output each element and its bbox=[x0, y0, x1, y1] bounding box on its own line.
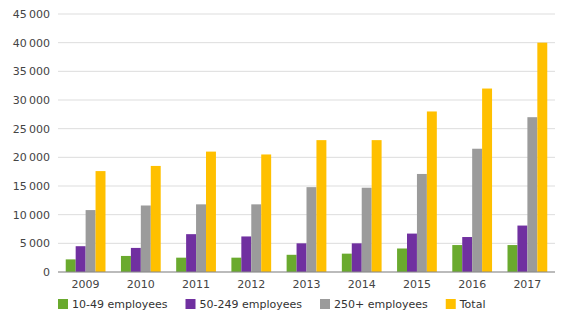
legend-label: 50-249 employees bbox=[200, 298, 303, 311]
grid-line bbox=[58, 272, 555, 273]
bar bbox=[186, 234, 196, 272]
legend-item: 50-249 employees bbox=[186, 298, 303, 311]
bar bbox=[66, 259, 76, 272]
grid bbox=[58, 14, 555, 272]
bar bbox=[196, 204, 206, 272]
bar bbox=[352, 243, 362, 272]
y-tick-label: 45 000 bbox=[13, 8, 50, 21]
chart-container: 0 5 000 10 000 15 000 20 000 25 000 30 000 35 0… bbox=[0, 0, 567, 330]
legend-swatch bbox=[58, 299, 68, 309]
legend-item: 10-49 employees bbox=[58, 298, 168, 311]
bar bbox=[452, 245, 462, 272]
grid-line bbox=[58, 128, 555, 129]
bar bbox=[121, 256, 131, 272]
bar bbox=[407, 234, 417, 272]
bar bbox=[372, 140, 382, 272]
bar bbox=[131, 248, 141, 272]
bar bbox=[297, 243, 307, 272]
legend-swatch bbox=[446, 299, 456, 309]
legend-item: 250+ employees bbox=[320, 298, 428, 311]
bar bbox=[316, 140, 326, 272]
y-tick-label: 25 000 bbox=[13, 123, 50, 136]
grid-line bbox=[58, 71, 555, 72]
bar bbox=[417, 174, 427, 272]
x-tick-label: 2017 bbox=[513, 278, 541, 291]
bars bbox=[66, 43, 548, 272]
x-axis-line bbox=[58, 272, 555, 273]
bar bbox=[76, 246, 86, 272]
bar bbox=[397, 248, 407, 272]
x-tick-label: 2016 bbox=[458, 278, 486, 291]
legend-swatch bbox=[186, 299, 196, 309]
bar bbox=[261, 154, 271, 272]
y-tick-label: 30 000 bbox=[13, 94, 50, 107]
x-tick-label: 2015 bbox=[403, 278, 431, 291]
bar bbox=[427, 111, 437, 272]
legend-swatch bbox=[320, 299, 330, 309]
chart: 0 5 000 10 000 15 000 20 000 25 000 30 000 35 0… bbox=[0, 0, 567, 330]
bar bbox=[307, 187, 317, 272]
bar bbox=[96, 171, 106, 272]
bar bbox=[342, 254, 352, 272]
x-tick-label: 2011 bbox=[182, 278, 210, 291]
x-tick-label: 2012 bbox=[237, 278, 265, 291]
grid-line bbox=[58, 100, 555, 101]
legend-label: 250+ employees bbox=[334, 298, 428, 311]
bar bbox=[517, 226, 527, 272]
legend-label: Total bbox=[459, 298, 486, 311]
bar bbox=[472, 149, 482, 272]
legend-item: Total bbox=[446, 298, 486, 311]
x-tick-label: 2013 bbox=[293, 278, 321, 291]
legend-label: 10-49 employees bbox=[72, 298, 168, 311]
bar bbox=[462, 237, 472, 272]
y-tick-label: 10 000 bbox=[13, 209, 50, 222]
grid-line bbox=[58, 42, 555, 43]
bar bbox=[508, 245, 518, 272]
bar bbox=[206, 152, 216, 272]
x-tick-label: 2010 bbox=[127, 278, 155, 291]
legend: 10-49 employees 50-249 employees 250+ empl… bbox=[58, 298, 485, 311]
bar bbox=[527, 117, 537, 272]
bar bbox=[287, 255, 297, 272]
bar bbox=[241, 236, 251, 272]
bar bbox=[537, 43, 547, 272]
y-tick-label: 5 000 bbox=[20, 237, 50, 250]
bar bbox=[141, 205, 151, 272]
bar bbox=[176, 258, 186, 272]
grid-line bbox=[58, 14, 555, 15]
bar bbox=[231, 258, 241, 272]
x-tick-label: 2014 bbox=[348, 278, 376, 291]
bar bbox=[482, 89, 492, 272]
x-tick-label: 2009 bbox=[72, 278, 100, 291]
bar bbox=[151, 166, 161, 272]
y-tick-label: 0 bbox=[43, 266, 50, 279]
y-tick-label: 35 000 bbox=[13, 65, 50, 78]
y-tick-label: 15 000 bbox=[13, 180, 50, 193]
y-tick-label: 20 000 bbox=[13, 151, 50, 164]
bar bbox=[86, 210, 96, 272]
bar bbox=[251, 204, 261, 272]
y-tick-label: 40 000 bbox=[13, 37, 50, 50]
bar bbox=[362, 188, 372, 272]
